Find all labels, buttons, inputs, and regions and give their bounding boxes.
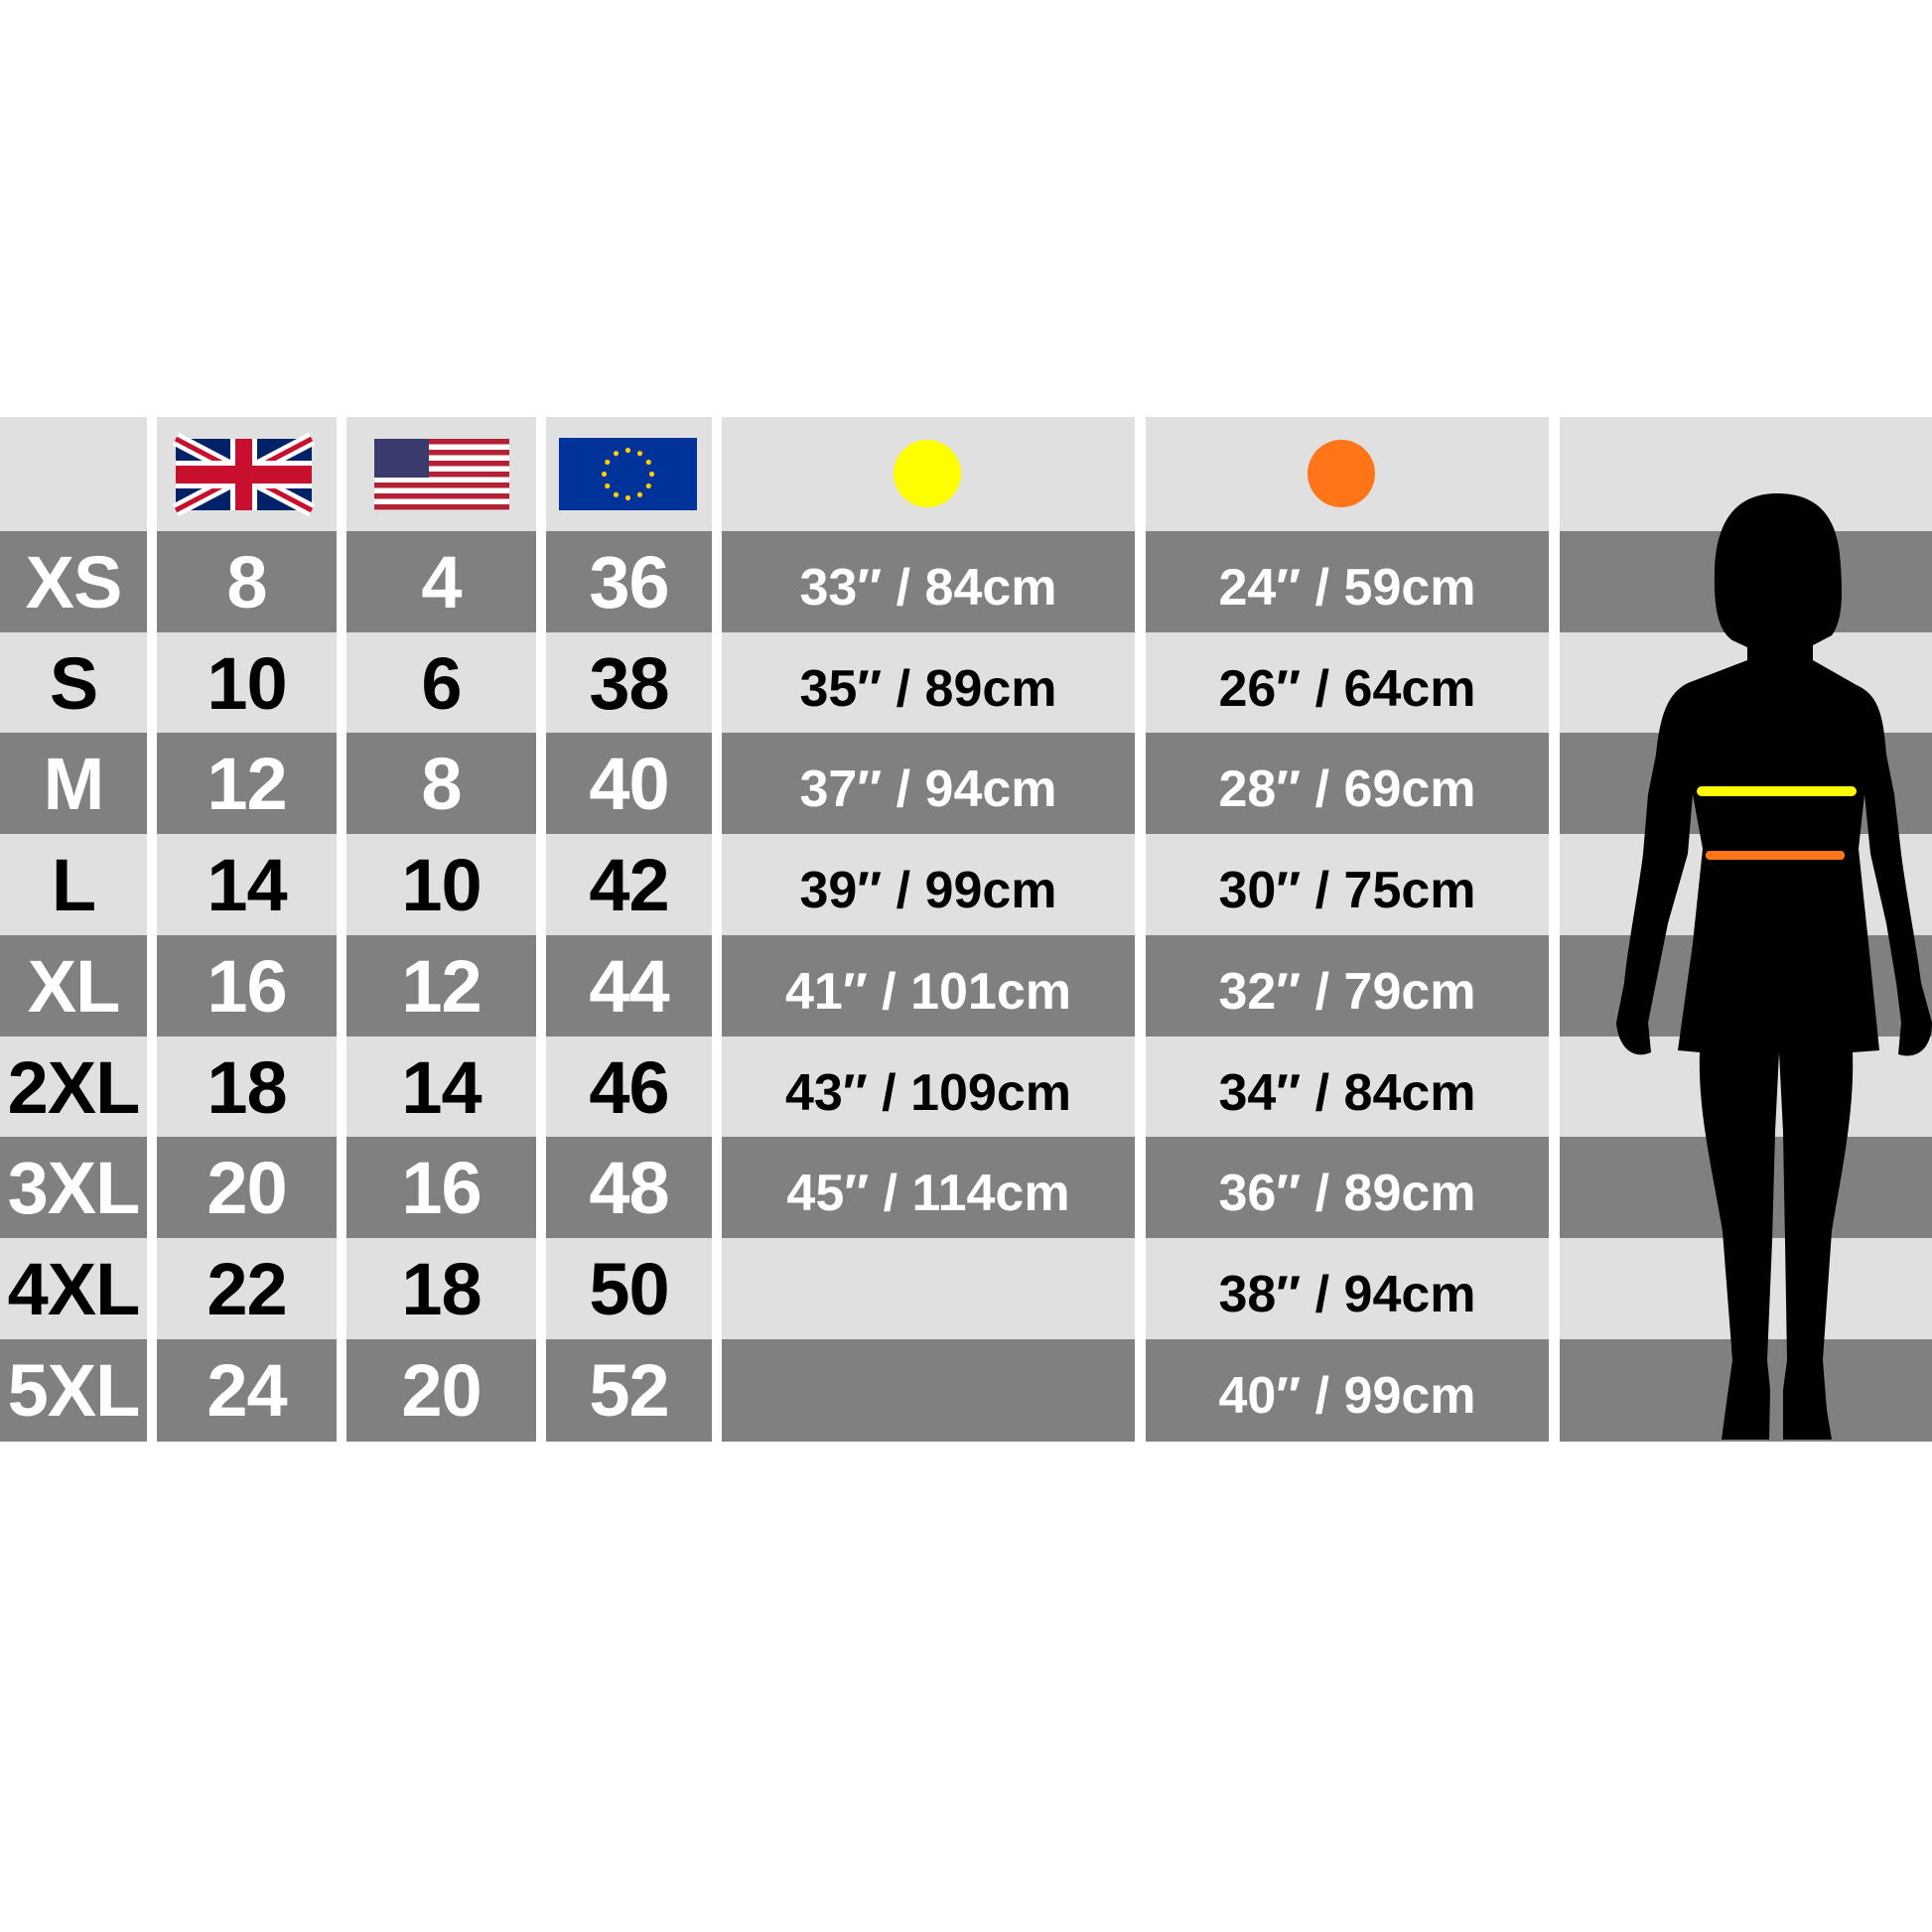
cell-us: 12 [346, 935, 536, 1037]
cell-waist: 24″ / 59cm [1146, 531, 1549, 633]
cell-eu: 42 [546, 834, 712, 936]
cell-us: 20 [346, 1339, 536, 1442]
cell-bust: 41″ / 101cm [722, 935, 1135, 1037]
cell-eu: 46 [546, 1036, 712, 1139]
cell-size: 2XL [0, 1036, 147, 1139]
cell-bust: 45″ / 114cm [722, 1137, 1135, 1239]
cell-waist: 30″ / 75cm [1146, 834, 1549, 936]
cell-eu: 50 [546, 1238, 712, 1340]
eu-star-icon [613, 451, 620, 457]
cell-us: 8 [346, 733, 536, 835]
cell-us: 18 [346, 1238, 536, 1340]
cell-size: L [0, 834, 147, 936]
eu-star-icon [605, 483, 611, 489]
eu-star-icon [636, 491, 643, 497]
cell-uk: 16 [157, 935, 337, 1037]
us-flag-icon [374, 439, 509, 510]
cell-size: 5XL [0, 1339, 147, 1442]
cell-us: 14 [346, 1036, 536, 1139]
eu-star-icon [648, 471, 655, 478]
header-cell-size [0, 417, 147, 531]
cell-eu: 44 [546, 935, 712, 1037]
orange-dot-icon [1308, 440, 1375, 507]
cell-waist: 40″ / 99cm [1146, 1339, 1549, 1442]
cell-uk: 14 [157, 834, 337, 936]
cell-size: XL [0, 935, 147, 1037]
eu-star-icon [645, 483, 651, 489]
cell-waist: 34″ / 84cm [1146, 1036, 1549, 1139]
cell-uk: 24 [157, 1339, 337, 1442]
cell-uk: 20 [157, 1137, 337, 1239]
yellow-dot-icon [894, 440, 961, 507]
cell-eu: 52 [546, 1339, 712, 1442]
cell-uk: 18 [157, 1036, 337, 1139]
cell-eu: 36 [546, 531, 712, 633]
cell-uk: 10 [157, 632, 337, 735]
cell-us: 4 [346, 531, 536, 633]
uk-flag-icon [172, 432, 316, 517]
cell-bust: 39″ / 99cm [722, 834, 1135, 936]
eu-star-icon [624, 494, 631, 501]
cell-bust: 35″ / 89cm [722, 632, 1135, 735]
cell-size: S [0, 632, 147, 735]
cell-us: 16 [346, 1137, 536, 1239]
cell-bust: 43″ / 109cm [722, 1036, 1135, 1139]
cell-size: M [0, 733, 147, 835]
cell-size: 4XL [0, 1238, 147, 1340]
eu-star-icon [613, 491, 620, 497]
cell-size: 3XL [0, 1137, 147, 1239]
cell-bust [722, 1238, 1135, 1340]
eu-star-icon [605, 459, 611, 466]
eu-flag-icon [559, 438, 697, 510]
eu-star-icon [601, 471, 608, 478]
cell-eu: 48 [546, 1137, 712, 1239]
eu-star-icon [645, 459, 651, 466]
cell-us: 10 [346, 834, 536, 936]
cell-size: XS [0, 531, 147, 633]
cell-uk: 8 [157, 531, 337, 633]
waist-marker-line [1706, 851, 1845, 860]
cell-us: 6 [346, 632, 536, 735]
silhouette-icon [1616, 493, 1932, 1440]
bust-marker-line [1697, 786, 1857, 796]
cell-eu: 38 [546, 632, 712, 735]
eu-star-icon [636, 451, 643, 457]
cell-eu: 40 [546, 733, 712, 835]
cell-waist: 28″ / 69cm [1146, 733, 1549, 835]
cell-bust: 37″ / 94cm [722, 733, 1135, 835]
cell-uk: 12 [157, 733, 337, 835]
cell-waist: 32″ / 79cm [1146, 935, 1549, 1037]
cell-bust [722, 1339, 1135, 1442]
cell-bust: 33″ / 84cm [722, 531, 1135, 633]
cell-waist: 26″ / 64cm [1146, 632, 1549, 735]
eu-star-icon [624, 447, 631, 454]
cell-waist: 36″ / 89cm [1146, 1137, 1549, 1239]
cell-waist: 38″ / 94cm [1146, 1238, 1549, 1340]
cell-uk: 22 [157, 1238, 337, 1340]
